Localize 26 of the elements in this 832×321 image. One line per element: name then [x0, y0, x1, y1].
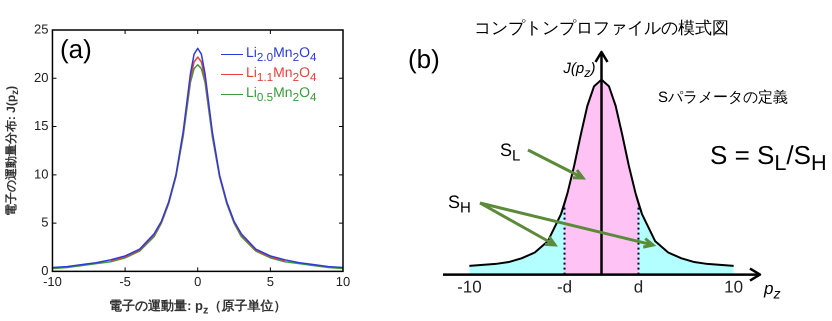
y-tick-label: 20 — [34, 70, 48, 85]
x-tick-label: 5 — [266, 274, 274, 289]
annotation: S$_{L}$ — [500, 140, 520, 165]
y-tick-label: 10 — [34, 166, 48, 182]
y-tick-label: 15 — [34, 118, 48, 134]
legend-label: Li$_{1.1}$Mn$_{2}$O$_{4}$ — [246, 64, 316, 84]
x-axis-title: p$_{z}$ — [764, 278, 781, 302]
x-tick-label: 10 — [336, 274, 350, 289]
x-tick-label: 10 — [724, 277, 744, 296]
chart-title: コンプトンプロファイルの模式図 — [474, 18, 729, 40]
y-tick-label: 5 — [41, 214, 48, 230]
x-axis-title: 電子の運動量: p$_{z}$（原子単位） — [109, 297, 286, 317]
text: (b) — [408, 44, 440, 75]
y-tick-label: 25 — [34, 22, 48, 37]
annotation: Sパラメータの定義 — [658, 88, 788, 107]
x-tick-label: d — [634, 277, 644, 296]
annotation: S$_{H}$ — [448, 192, 471, 217]
annotation: S = S$_{L}$/S$_{H}$ — [710, 140, 827, 176]
x-tick-label: -d — [556, 277, 572, 296]
y-axis-title: J(p$_{z}$) — [563, 60, 596, 80]
x-tick-label: 0 — [194, 274, 202, 289]
x-tick-label: -10 — [457, 277, 482, 296]
legend-label: Li$_{0.5}$Mn$_{2}$O$_{4}$ — [246, 84, 316, 104]
x-tick-label: -5 — [119, 274, 131, 289]
legend-label: Li$_{2.0}$Mn$_{2}$O$_{4}$ — [246, 44, 316, 64]
annotation: (a) — [60, 34, 92, 65]
